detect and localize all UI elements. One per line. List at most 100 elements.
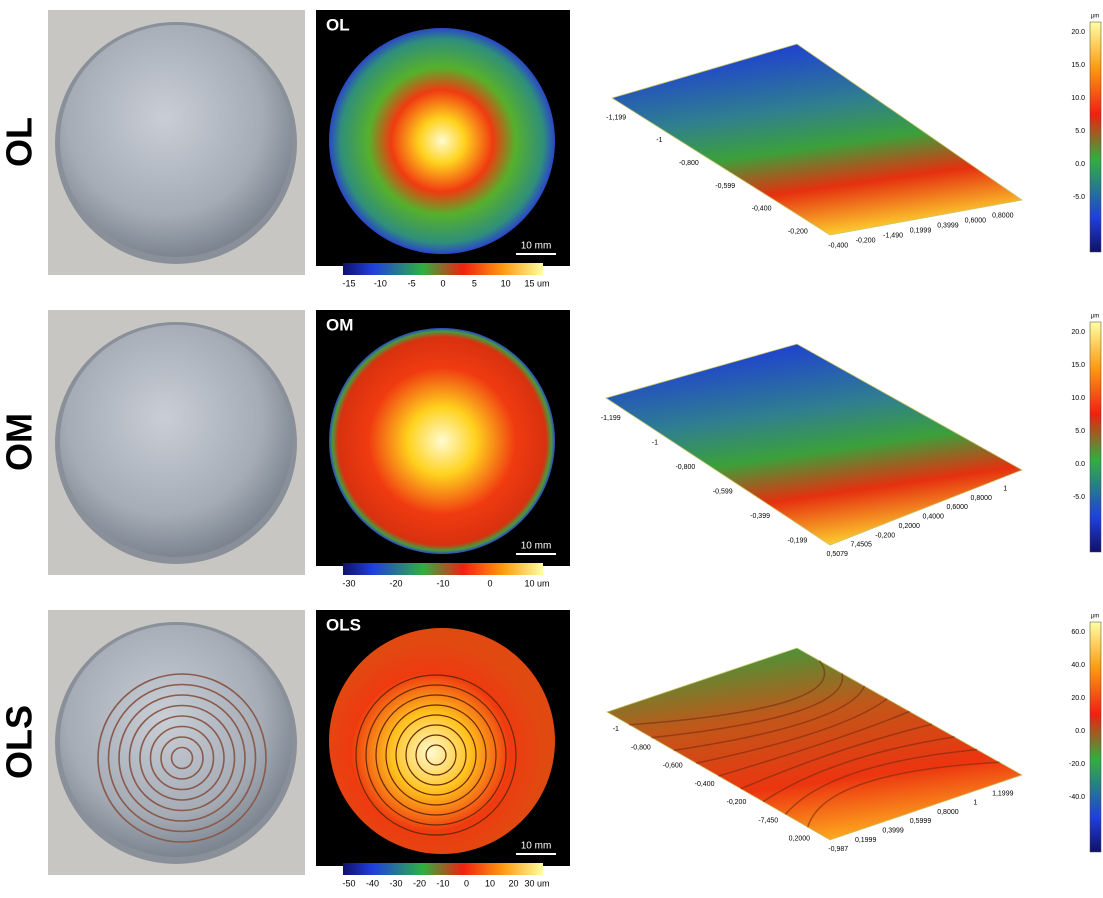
surface-x-tick: 0,4000 (922, 514, 944, 521)
surface-x-tick: 0,6000 (946, 504, 968, 511)
legend-tick: 0.0 (1075, 728, 1085, 735)
colorbar-tick: -50 (342, 878, 355, 888)
legend-bar (1090, 622, 1101, 852)
surface-y-tick: 0,2000 (789, 836, 811, 843)
colorbar (343, 563, 543, 575)
colorbar (343, 863, 543, 875)
surface-y-tick: -1 (652, 440, 658, 447)
row-label: OL (0, 117, 40, 167)
surface-y-tick: -0,800 (675, 464, 695, 471)
legend-unit: µm (1091, 14, 1099, 20)
surface-y-tick: -7,450 (758, 817, 778, 824)
legend-tick: 20.0 (1071, 329, 1085, 336)
colorbar-tick: 0 (440, 278, 445, 288)
height-map (329, 628, 555, 854)
scale-bar-label: 10 mm (521, 541, 552, 552)
surface-x-tick: -0,400 (828, 242, 848, 249)
surface-y-tick: -0,199 (787, 538, 807, 545)
surface-y-tick: -0,800 (631, 744, 651, 751)
colorbar-tick: -20 (389, 578, 402, 588)
legend-tick: 5.0 (1075, 128, 1085, 135)
surface-x-tick: 0,2000 (898, 523, 920, 530)
legend-tick: 10.0 (1071, 95, 1085, 102)
surface-y-tick: -0,600 (663, 763, 683, 770)
surface-x-tick: -1,490 (883, 232, 903, 239)
colorbar-tick: 15 um (524, 278, 549, 288)
legend-tick: 0.0 (1075, 461, 1085, 468)
surface-x-tick: 7,4505 (850, 542, 872, 549)
surface-y-tick: -1,199 (601, 415, 621, 422)
surface-y-tick: -1 (613, 726, 619, 733)
surface-plot (607, 648, 1022, 840)
surface-x-tick: 0,8000 (992, 212, 1014, 219)
height-map (329, 28, 555, 254)
surface-x-tick: 0,1999 (910, 227, 932, 234)
surface-y-tick: -0,599 (715, 183, 735, 190)
surface-y-tick: -0,400 (695, 781, 715, 788)
surface-y-tick: -1 (656, 137, 662, 144)
surface-x-tick: 1 (973, 800, 977, 807)
surface-plot (612, 44, 1022, 235)
colorbar-tick: 30 um (524, 878, 549, 888)
colorbar-tick: 0 (487, 578, 492, 588)
legend-tick: -20.0 (1069, 761, 1085, 768)
colorbar-tick: -30 (342, 578, 355, 588)
surface-x-tick: 0,1999 (855, 837, 877, 844)
legend-tick: 10.0 (1071, 395, 1085, 402)
surface-y-tick: -0,800 (679, 160, 699, 167)
colorbar-tick: 5 (472, 278, 477, 288)
surface-y-tick: -0,599 (713, 489, 733, 496)
colorbar-tick: -30 (389, 878, 402, 888)
scale-bar-label: 10 mm (521, 241, 552, 252)
colorbar-tick: -10 (436, 878, 449, 888)
surface-x-tick: 0,5999 (910, 818, 932, 825)
surface-y-tick: -0,399 (750, 513, 770, 520)
surface-x-tick: 0,5079 (826, 551, 848, 558)
legend-tick: -5.0 (1073, 194, 1085, 201)
colorbar-tick: -10 (436, 578, 449, 588)
legend-tick: 40.0 (1071, 662, 1085, 669)
coin (60, 625, 292, 857)
coin (60, 325, 292, 557)
surface-x-tick: 1,1999 (992, 790, 1014, 797)
legend-tick: 0.0 (1075, 161, 1085, 168)
colorbar (343, 263, 543, 275)
colorbar-tick: 10 um (524, 578, 549, 588)
row-label: OM (0, 413, 40, 471)
surface-x-tick: -0,200 (875, 532, 895, 539)
map-label: OLS (326, 615, 361, 634)
height-map (329, 328, 555, 554)
surface-x-tick: 0,6000 (965, 217, 987, 224)
colorbar-tick: -15 (342, 278, 355, 288)
surface-x-tick: 1 (1003, 485, 1007, 492)
colorbar-tick: -5 (408, 278, 416, 288)
colorbar-tick: -20 (413, 878, 426, 888)
legend-tick: 5.0 (1075, 428, 1085, 435)
surface-y-tick: -1,199 (606, 114, 626, 121)
surface-y-tick: -0,400 (752, 206, 772, 213)
surface-plot (606, 344, 1022, 545)
scale-bar-label: 10 mm (521, 841, 552, 852)
colorbar-tick: 10 (501, 278, 511, 288)
row-label: OLS (0, 705, 40, 779)
legend-tick: -5.0 (1073, 494, 1085, 501)
map-label: OM (326, 315, 353, 334)
surface-x-tick: 0,8000 (937, 809, 959, 816)
legend-unit: µm (1091, 314, 1099, 320)
figure: OLOL10 mm-15-10-5051015 um-1,199-1-0,800… (0, 0, 1103, 893)
coin (60, 25, 292, 257)
colorbar-tick: 10 (485, 878, 495, 888)
legend-bar (1090, 22, 1101, 252)
colorbar-tick: -10 (374, 278, 387, 288)
legend-tick: 15.0 (1071, 362, 1085, 369)
surface-x-tick: -0,987 (828, 846, 848, 853)
colorbar-tick: 20 (508, 878, 518, 888)
legend-tick: 15.0 (1071, 62, 1085, 69)
legend-tick: 20.0 (1071, 29, 1085, 36)
colorbar-tick: 0 (464, 878, 469, 888)
colorbar-tick: -40 (366, 878, 379, 888)
surface-x-tick: 0,3999 (882, 827, 904, 834)
legend-tick: -40.0 (1069, 794, 1085, 801)
legend-tick: 20.0 (1071, 695, 1085, 702)
legend-bar (1090, 322, 1101, 552)
